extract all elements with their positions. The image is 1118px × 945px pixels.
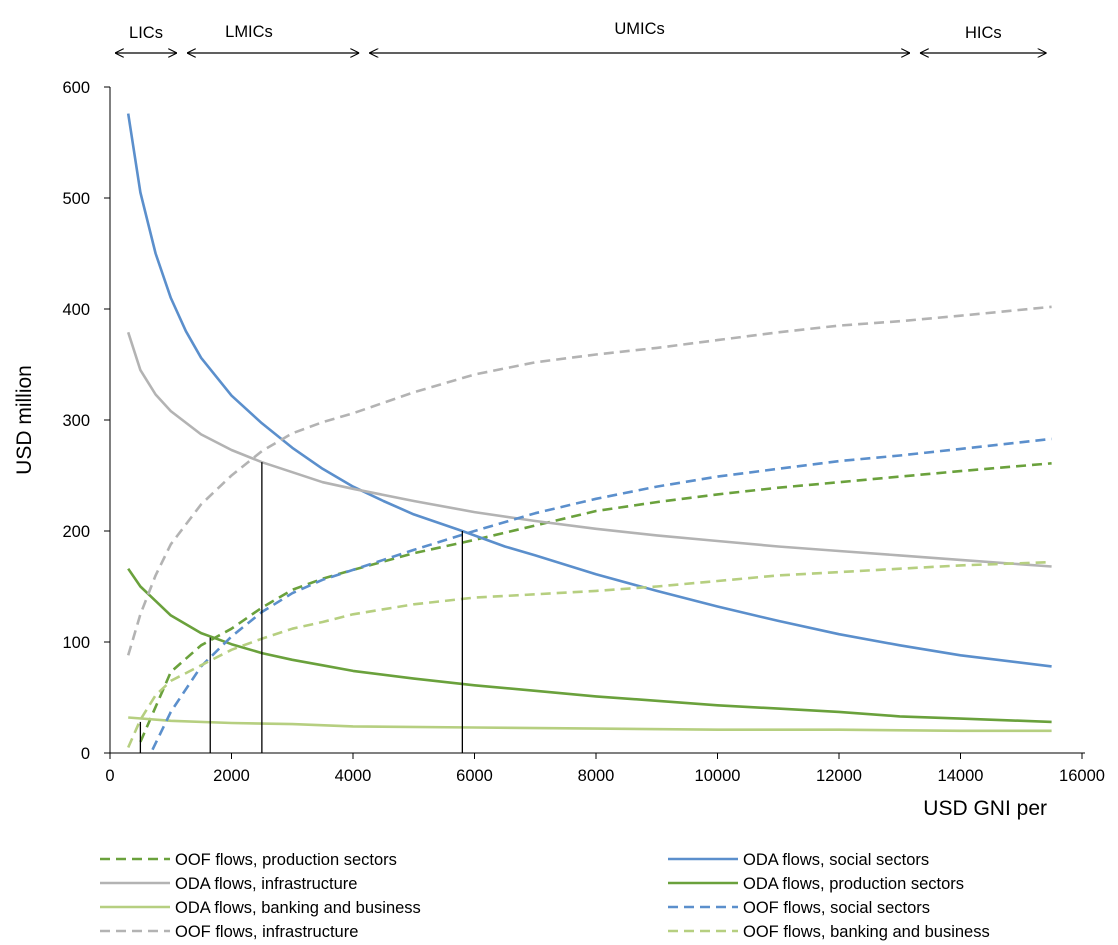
legend: OOF flows, production sectors ODA flows, … (100, 851, 990, 941)
series-layer (126, 113, 1052, 751)
income-group-label: UMICs (614, 20, 664, 38)
series-line-7 (126, 305, 1052, 656)
series-line-6 (151, 437, 1052, 751)
income-group-arrows: LICs LMICs UMICs HICs (115, 20, 1047, 53)
income-group-label: LMICs (225, 23, 273, 41)
series-line-3 (126, 331, 1052, 568)
x-axis-label: USD GNI per (923, 797, 1047, 820)
legend-label: ODA flows, social sectors (743, 851, 929, 869)
y-axis-label: USD million (13, 365, 36, 475)
legend-label: OOF flows, infrastructure (175, 923, 358, 941)
legend-label: ODA flows, infrastructure (175, 875, 357, 893)
legend-label: ODA flows, production sectors (743, 875, 964, 893)
x-tick-label: 12000 (816, 767, 862, 785)
y-tick-label: 0 (81, 745, 90, 763)
income-group-label: HICs (965, 24, 1002, 42)
series-line-1 (139, 462, 1052, 743)
series-line-8 (127, 560, 1052, 749)
y-tick-label: 600 (62, 79, 90, 97)
y-tick-label: 200 (62, 523, 90, 541)
legend-label: OOF flows, social sectors (743, 899, 930, 917)
series-line-5 (128, 716, 1052, 733)
legend-label: ODA flows, banking and business (175, 899, 421, 917)
legend-label: OOF flows, production sectors (175, 851, 397, 869)
legend-label: OOF flows, banking and business (743, 923, 990, 941)
x-tick-label: 16000 (1059, 767, 1105, 785)
x-tick-label: 2000 (213, 767, 250, 785)
x-tick-label: 4000 (335, 767, 372, 785)
x-tick-label: 10000 (695, 767, 741, 785)
y-tick-label: 400 (62, 301, 90, 319)
x-tick-label: 0 (105, 767, 114, 785)
x-tick-label: 14000 (938, 767, 984, 785)
series-line-2 (126, 113, 1052, 668)
y-tick-label: 500 (62, 190, 90, 208)
x-tick-label: 6000 (456, 767, 493, 785)
y-tick-label: 300 (62, 412, 90, 430)
axes (109, 87, 1085, 754)
y-tick-label: 100 (62, 634, 90, 652)
vertical-markers (139, 462, 464, 753)
series-line-4 (127, 567, 1052, 724)
x-tick-label: 8000 (578, 767, 615, 785)
income-group-label: LICs (129, 24, 163, 42)
tick-labels: 0 2000 4000 6000 8000 10000 12000 14000 16000 0 10… (62, 79, 1104, 785)
